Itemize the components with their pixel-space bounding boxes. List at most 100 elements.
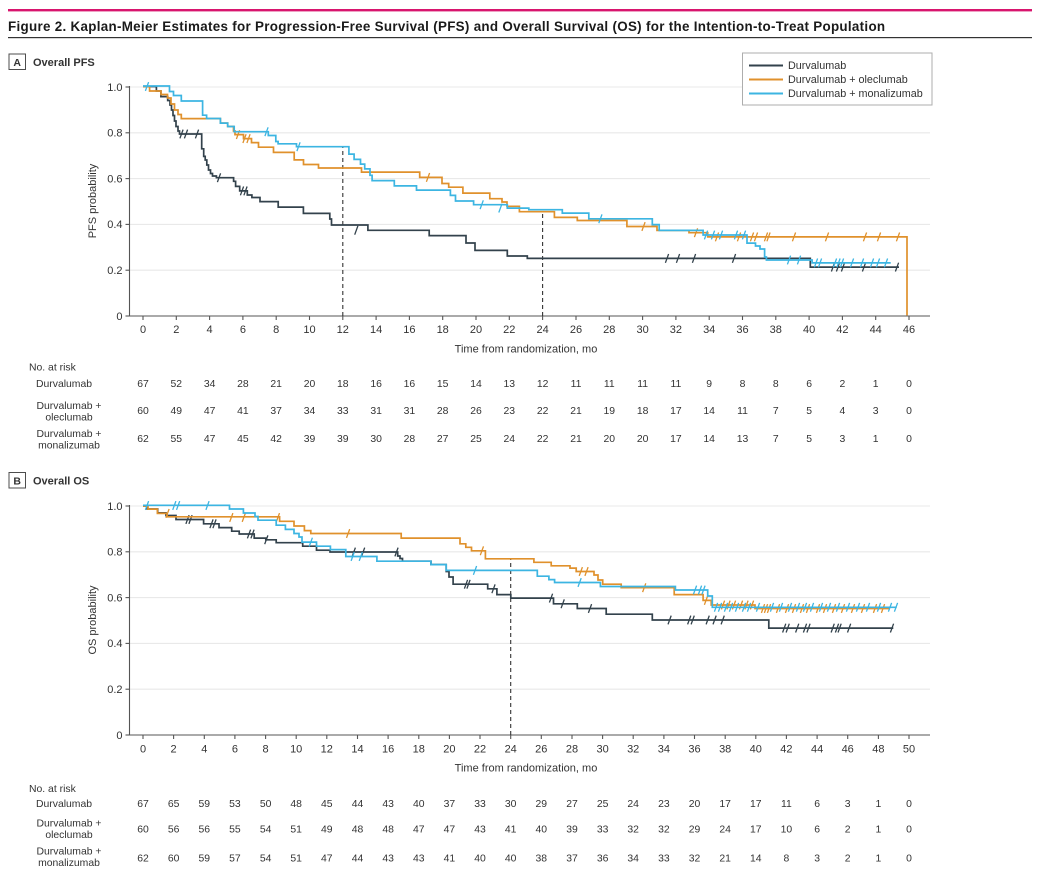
svg-text:17: 17 bbox=[670, 406, 682, 417]
svg-text:16: 16 bbox=[382, 744, 394, 756]
svg-text:11: 11 bbox=[737, 406, 748, 417]
svg-text:11: 11 bbox=[571, 379, 582, 390]
svg-text:65: 65 bbox=[168, 799, 180, 810]
svg-text:50: 50 bbox=[260, 799, 272, 810]
svg-text:24: 24 bbox=[504, 434, 516, 445]
svg-text:57: 57 bbox=[229, 854, 241, 865]
svg-text:5: 5 bbox=[806, 434, 812, 445]
svg-text:1: 1 bbox=[873, 379, 879, 390]
svg-text:6: 6 bbox=[814, 799, 820, 810]
svg-text:37: 37 bbox=[566, 854, 578, 865]
svg-text:31: 31 bbox=[370, 406, 382, 417]
svg-text:30: 30 bbox=[370, 434, 382, 445]
svg-text:0.2: 0.2 bbox=[107, 265, 122, 277]
svg-text:6: 6 bbox=[232, 744, 238, 756]
svg-text:21: 21 bbox=[570, 434, 582, 445]
svg-text:20: 20 bbox=[304, 379, 316, 390]
svg-text:1.0: 1.0 bbox=[107, 82, 122, 94]
svg-text:44: 44 bbox=[352, 854, 364, 865]
svg-text:0: 0 bbox=[116, 311, 122, 323]
svg-text:Time from randomization, mo: Time from randomization, mo bbox=[455, 344, 598, 356]
svg-text:24: 24 bbox=[719, 825, 731, 836]
svg-text:Durvalumab +: Durvalumab + bbox=[37, 819, 102, 830]
svg-text:4: 4 bbox=[207, 324, 213, 336]
svg-text:40: 40 bbox=[750, 744, 762, 756]
svg-text:49: 49 bbox=[321, 825, 333, 836]
svg-text:14: 14 bbox=[703, 406, 715, 417]
svg-text:17: 17 bbox=[750, 799, 762, 810]
svg-text:49: 49 bbox=[171, 406, 183, 417]
svg-text:No. at risk: No. at risk bbox=[29, 363, 77, 374]
svg-text:36: 36 bbox=[597, 854, 609, 865]
svg-text:29: 29 bbox=[689, 825, 701, 836]
svg-text:36: 36 bbox=[688, 744, 700, 756]
svg-text:43: 43 bbox=[413, 854, 425, 865]
svg-text:24: 24 bbox=[505, 744, 517, 756]
svg-text:1: 1 bbox=[876, 854, 882, 865]
svg-text:0: 0 bbox=[906, 434, 912, 445]
svg-text:14: 14 bbox=[351, 744, 363, 756]
svg-text:48: 48 bbox=[290, 799, 302, 810]
svg-text:oleclumab: oleclumab bbox=[45, 830, 93, 841]
svg-text:62: 62 bbox=[137, 434, 149, 445]
svg-text:54: 54 bbox=[260, 825, 272, 836]
svg-text:33: 33 bbox=[658, 854, 670, 865]
svg-text:11: 11 bbox=[604, 379, 615, 390]
svg-text:48: 48 bbox=[382, 825, 394, 836]
svg-text:17: 17 bbox=[750, 825, 762, 836]
svg-text:51: 51 bbox=[290, 854, 302, 865]
svg-text:18: 18 bbox=[413, 744, 425, 756]
svg-text:16: 16 bbox=[404, 379, 416, 390]
svg-text:19: 19 bbox=[604, 406, 616, 417]
svg-text:2: 2 bbox=[840, 379, 846, 390]
svg-text:67: 67 bbox=[137, 379, 149, 390]
svg-text:Durvalumab +: Durvalumab + bbox=[37, 847, 102, 858]
svg-text:20: 20 bbox=[470, 324, 482, 336]
svg-text:45: 45 bbox=[237, 434, 249, 445]
svg-text:13: 13 bbox=[737, 434, 749, 445]
svg-text:34: 34 bbox=[204, 379, 216, 390]
svg-text:No. at risk: No. at risk bbox=[29, 784, 77, 795]
svg-text:37: 37 bbox=[270, 406, 282, 417]
svg-text:47: 47 bbox=[444, 825, 456, 836]
svg-text:A: A bbox=[13, 57, 21, 69]
svg-text:44: 44 bbox=[352, 799, 364, 810]
svg-text:6: 6 bbox=[240, 324, 246, 336]
svg-text:51: 51 bbox=[290, 825, 302, 836]
svg-text:14: 14 bbox=[470, 379, 482, 390]
svg-text:42: 42 bbox=[836, 324, 848, 336]
svg-text:5: 5 bbox=[806, 406, 812, 417]
svg-text:32: 32 bbox=[627, 744, 639, 756]
svg-text:8: 8 bbox=[273, 324, 279, 336]
svg-text:0: 0 bbox=[906, 406, 912, 417]
svg-text:47: 47 bbox=[204, 434, 216, 445]
svg-text:oleclumab: oleclumab bbox=[45, 413, 93, 424]
svg-text:0.8: 0.8 bbox=[107, 128, 122, 140]
svg-text:Durvalumab: Durvalumab bbox=[788, 60, 846, 72]
svg-text:60: 60 bbox=[137, 406, 149, 417]
svg-text:12: 12 bbox=[537, 379, 549, 390]
svg-text:28: 28 bbox=[404, 434, 416, 445]
svg-text:11: 11 bbox=[637, 379, 648, 390]
svg-text:monalizumab: monalizumab bbox=[38, 441, 100, 452]
svg-text:36: 36 bbox=[736, 324, 748, 336]
svg-text:20: 20 bbox=[604, 434, 616, 445]
svg-text:62: 62 bbox=[137, 854, 149, 865]
svg-text:39: 39 bbox=[304, 434, 316, 445]
svg-text:47: 47 bbox=[321, 854, 333, 865]
svg-text:Durvalumab + monalizumab: Durvalumab + monalizumab bbox=[788, 88, 923, 100]
svg-text:0.6: 0.6 bbox=[107, 173, 122, 185]
svg-text:30: 30 bbox=[505, 799, 517, 810]
svg-text:14: 14 bbox=[370, 324, 382, 336]
svg-text:0.8: 0.8 bbox=[107, 547, 122, 559]
svg-text:30: 30 bbox=[636, 324, 648, 336]
svg-text:52: 52 bbox=[171, 379, 183, 390]
svg-text:1: 1 bbox=[873, 434, 879, 445]
svg-text:38: 38 bbox=[719, 744, 731, 756]
svg-text:22: 22 bbox=[474, 744, 486, 756]
svg-text:55: 55 bbox=[171, 434, 183, 445]
svg-text:43: 43 bbox=[474, 825, 486, 836]
svg-text:34: 34 bbox=[658, 744, 670, 756]
svg-text:Figure 2. Kaplan-Meier Estimat: Figure 2. Kaplan-Meier Estimates for Pro… bbox=[8, 19, 885, 34]
svg-text:12: 12 bbox=[321, 744, 333, 756]
